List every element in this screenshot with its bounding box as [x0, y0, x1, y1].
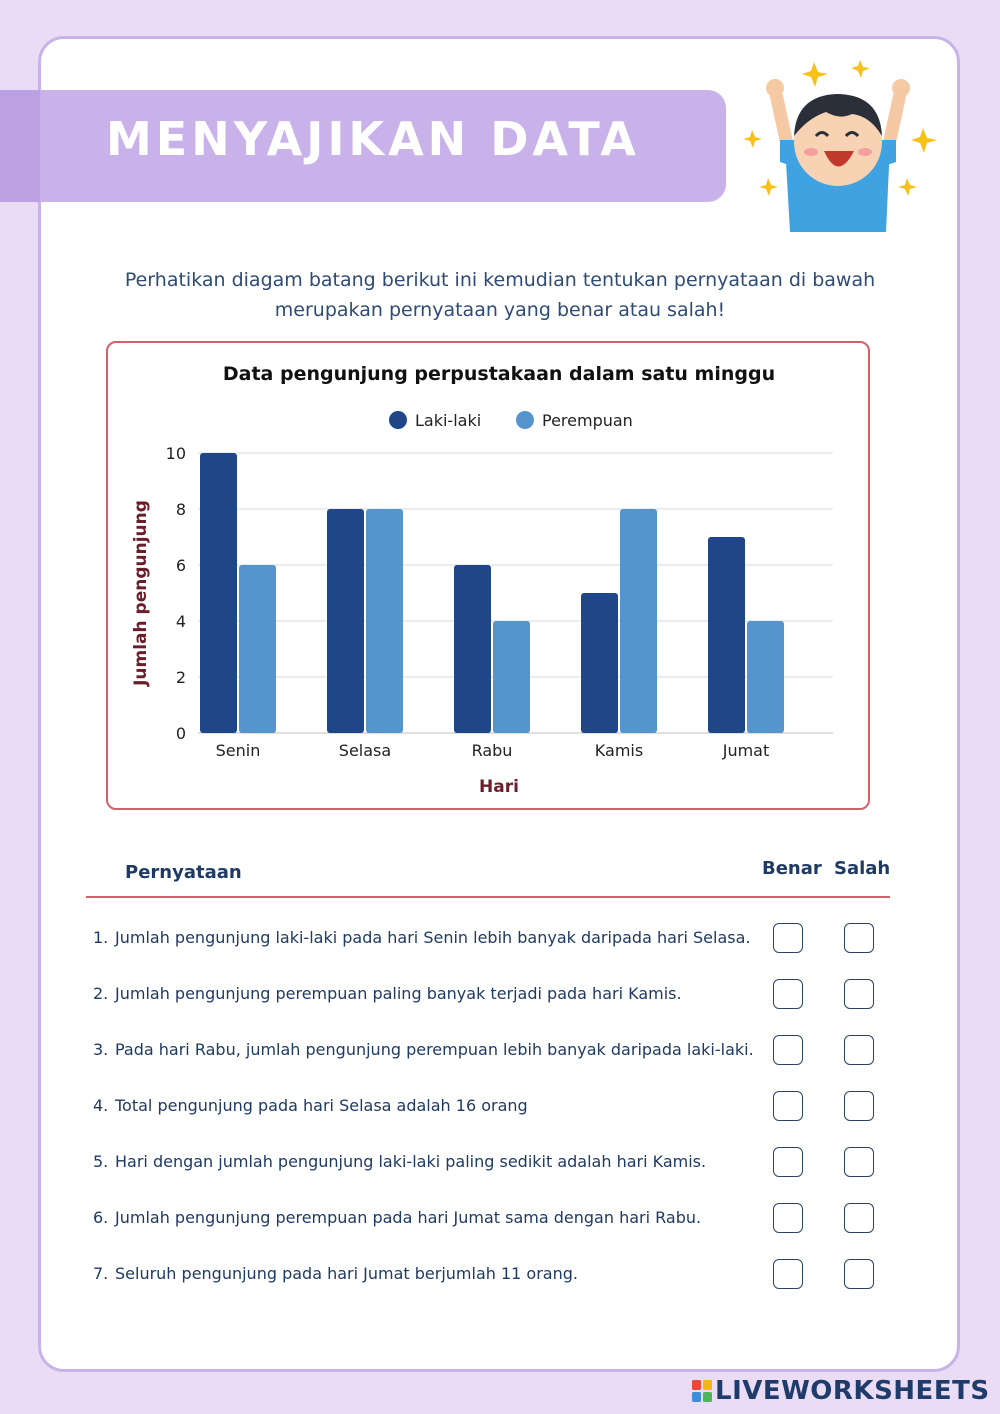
cheering-child-illustration: [743, 60, 937, 232]
statement-text: Jumlah pengunjung perempuan paling banya…: [115, 984, 682, 1003]
statement-number: 4.: [93, 1096, 109, 1115]
statement-row: 2. Jumlah pengunjung perempuan paling ban…: [93, 984, 682, 1003]
bar-laki-laki-senin: [200, 453, 237, 733]
x-tick-label: Senin: [216, 741, 261, 760]
statement-text: Jumlah pengunjung perempuan pada hari Ju…: [115, 1208, 702, 1227]
table-divider: [86, 896, 890, 898]
bar-perempuan-kamis: [620, 509, 657, 733]
y-axis-label: Jumlah pengunjung: [131, 500, 151, 687]
y-tick-label: 10: [166, 444, 186, 463]
checkbox-true[interactable]: [773, 1147, 803, 1177]
checkbox-false[interactable]: [844, 1091, 874, 1121]
x-tick-label: Kamis: [595, 741, 643, 760]
checkbox-false[interactable]: [844, 1147, 874, 1177]
checkbox-false[interactable]: [844, 1259, 874, 1289]
checkbox-false[interactable]: [844, 1203, 874, 1233]
checkbox-false[interactable]: [844, 923, 874, 953]
statement-row: 7. Seluruh pengunjung pada hari Jumat ber…: [93, 1264, 578, 1283]
statement-row: 4. Total pengunjung pada hari Selasa adal…: [93, 1096, 528, 1115]
bar-perempuan-selasa: [366, 509, 403, 733]
bar-chart: Data pengunjung perpustakaan dalam satu …: [131, 363, 833, 797]
legend-marker: [516, 411, 534, 429]
bar-perempuan-senin: [239, 565, 276, 733]
x-tick-label: Selasa: [339, 741, 391, 760]
chart-title: Data pengunjung perpustakaan dalam satu …: [223, 363, 775, 385]
checkbox-false[interactable]: [844, 1035, 874, 1065]
y-tick-label: 0: [176, 724, 186, 743]
instruction-text: Perhatikan diagam batang berikut ini kem…: [124, 269, 876, 321]
header-statement: Pernyataan: [125, 862, 242, 883]
statement-number: 6.: [93, 1208, 109, 1227]
legend-label: Perempuan: [542, 411, 633, 430]
sparkle-icons: [743, 60, 937, 196]
brand-name: LIVEWORKSHEETS: [715, 1376, 990, 1406]
statement-number: 7.: [93, 1264, 109, 1283]
y-tick-label: 8: [176, 500, 186, 519]
liveworksheets-logo-icon: [692, 1380, 712, 1402]
legend-label: Laki-laki: [415, 411, 481, 430]
statement-number: 5.: [93, 1152, 109, 1171]
statement-row: 6. Jumlah pengunjung perempuan pada hari …: [93, 1208, 701, 1227]
statement-text: Seluruh pengunjung pada hari Jumat berju…: [115, 1264, 578, 1283]
statement-number: 2.: [93, 984, 109, 1003]
checkbox-true[interactable]: [773, 1035, 803, 1065]
checkbox-true[interactable]: [773, 1259, 803, 1289]
checkbox-true[interactable]: [773, 923, 803, 953]
y-tick-label: 6: [176, 556, 186, 575]
page-title: MENYAJIKAN DATA: [106, 112, 640, 166]
x-tick-label: Jumat: [722, 741, 770, 760]
statement-text: Total pengunjung pada hari Selasa adalah…: [115, 1096, 528, 1115]
y-tick-label: 4: [176, 612, 186, 631]
title-banner: [0, 90, 726, 202]
statement-row: 5. Hari dengan jumlah pengunjung laki-lak…: [93, 1152, 706, 1171]
bar-laki-laki-kamis: [581, 593, 618, 733]
statement-number: 1.: [93, 928, 109, 947]
liveworksheets-brand: LIVEWORKSHEETS: [692, 1376, 990, 1406]
checkbox-false[interactable]: [844, 979, 874, 1009]
bar-perempuan-rabu: [493, 621, 530, 733]
header-false: Salah: [834, 858, 891, 879]
statement-row: 3. Pada hari Rabu, jumlah pengunjung pere…: [93, 1040, 754, 1059]
bar-laki-laki-rabu: [454, 565, 491, 733]
statement-text: Jumlah pengunjung laki-laki pada hari Se…: [115, 928, 751, 947]
statement-text: Pada hari Rabu, jumlah pengunjung peremp…: [115, 1040, 754, 1059]
title-banner-edge: [0, 90, 40, 202]
checkbox-true[interactable]: [773, 979, 803, 1009]
x-tick-label: Rabu: [472, 741, 513, 760]
legend-marker: [389, 411, 407, 429]
statement-row: 1. Jumlah pengunjung laki-laki pada hari …: [93, 928, 751, 947]
x-axis-label: Hari: [479, 777, 519, 797]
bar-laki-laki-selasa: [327, 509, 364, 733]
header-true: Benar: [762, 858, 822, 879]
bar-perempuan-jumat: [747, 621, 784, 733]
y-tick-label: 2: [176, 668, 186, 687]
statement-text: Hari dengan jumlah pengunjung laki-laki …: [115, 1152, 707, 1171]
statement-number: 3.: [93, 1040, 109, 1059]
checkbox-true[interactable]: [773, 1203, 803, 1233]
checkbox-true[interactable]: [773, 1091, 803, 1121]
bar-laki-laki-jumat: [708, 537, 745, 733]
